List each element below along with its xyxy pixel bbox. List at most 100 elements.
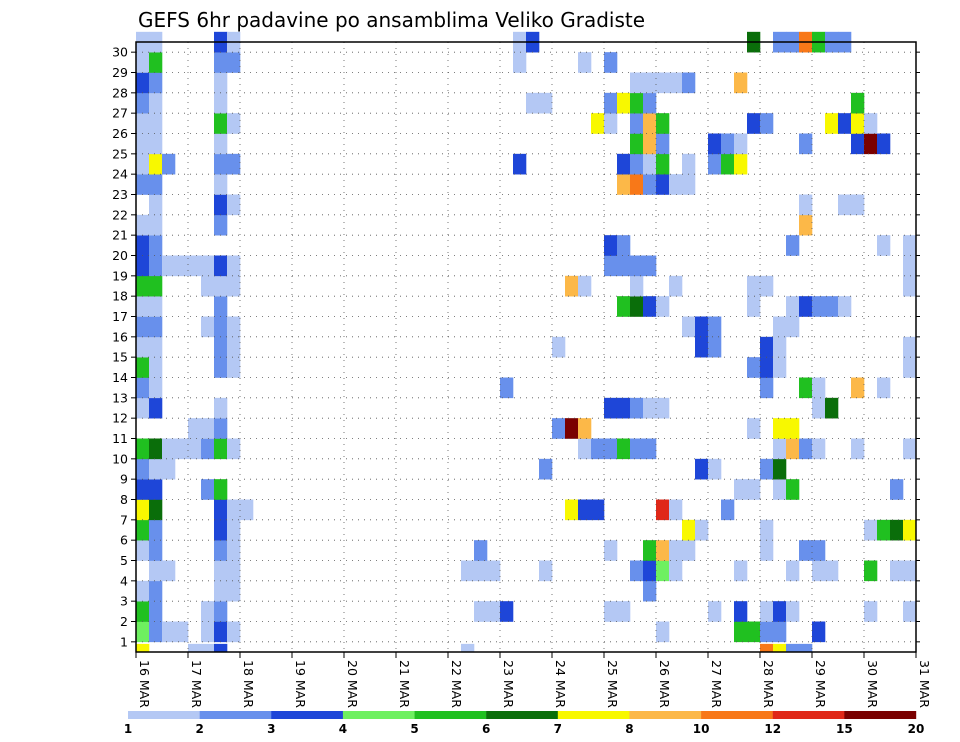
precip-cell [812,560,826,582]
precip-cell [227,519,241,541]
precip-cell [201,643,215,653]
precip-cell [149,174,163,195]
precip-cell [656,540,670,561]
precip-cell [227,336,241,358]
precip-cell [136,601,150,622]
precip-cell [214,397,228,419]
precip-cell [136,316,150,338]
precip-cell [903,235,917,256]
precip-cell [227,560,241,582]
precip-cell [617,255,631,277]
precip-cell [812,540,826,561]
precip-cell [851,133,865,155]
y-tick-label: 6 [120,533,128,548]
precip-cell [227,316,241,338]
precip-cell [214,418,228,439]
precip-cell [890,560,904,582]
y-tick-label: 8 [120,492,128,507]
precip-cell [201,438,215,460]
precip-cell [695,336,709,358]
y-tick-label: 29 [112,65,128,80]
colorbar-swatch [128,711,200,719]
precip-cell [812,377,826,399]
x-tick-label: 16 MAR [137,660,152,708]
precip-cell [149,133,163,155]
precip-cell [136,458,150,480]
precip-cell [721,499,735,521]
colorbar-label: 7 [554,722,562,736]
precip-cell [773,336,787,358]
precip-cell [877,133,891,155]
y-tick-label: 1 [120,634,128,649]
y-tick-label: 14 [112,370,128,385]
precip-cell [214,255,228,277]
colorbar-swatch [557,711,630,719]
precip-cell [682,153,696,175]
precip-cell [864,519,878,541]
precip-cell [747,296,761,317]
precip-cell [136,377,150,399]
precip-cell [682,174,696,195]
precip-cell [578,275,592,297]
precip-cell [214,336,228,358]
precip-cell [786,643,800,653]
precip-cell [617,601,631,622]
precip-cell [565,418,579,439]
colorbar-swatch [844,711,917,719]
precip-cell [227,540,241,561]
precip-cell [747,357,761,378]
precip-cell [812,621,826,643]
precip-cell [149,458,163,480]
precip-cell [812,397,826,419]
precip-cell [513,52,527,73]
precip-cell [630,113,644,134]
precip-cell [903,601,917,622]
precip-cell [825,560,839,582]
precip-cell [864,133,878,155]
precip-cell [552,336,566,358]
axes: 1234567891011121314151617181920212223242… [112,41,932,708]
precip-cell [136,499,150,521]
precip-cell [136,540,150,561]
precip-cell [201,621,215,643]
precip-cell [773,458,787,480]
precip-cell [825,397,839,419]
precip-cell [201,479,215,500]
grid-lines [136,42,916,652]
precip-cell [799,643,813,653]
precip-cell [136,235,150,256]
colorbar-label: 6 [482,722,490,736]
precip-cell [201,275,215,297]
precip-cell [201,418,215,439]
colorbar-swatch [342,711,415,719]
precip-cell [214,133,228,155]
precip-cell [643,540,657,561]
precip-cell [149,479,163,500]
precip-cell [214,72,228,94]
precip-cell [604,255,618,277]
precip-cell [708,601,722,622]
precip-cell [786,316,800,338]
precip-cell [617,438,631,460]
precip-cell [656,133,670,155]
y-tick-label: 23 [112,187,128,202]
precip-cell [136,255,150,277]
precip-cell [682,316,696,338]
precip-cell [227,357,241,378]
precip-cell [591,113,605,134]
precip-cell [149,621,163,643]
y-tick-label: 27 [112,106,128,121]
x-tick-label: 20 MAR [345,660,360,708]
x-tick-label: 22 MAR [449,660,464,708]
precip-cell [786,235,800,256]
precip-cell [643,296,657,317]
y-tick-label: 9 [120,472,128,487]
precip-cell [708,316,722,338]
precip-cell [149,194,163,216]
precip-cell [630,397,644,419]
precip-cell [578,499,592,521]
y-tick-label: 7 [120,512,128,527]
colorbar-label: 3 [267,722,275,736]
precip-cell [188,418,202,439]
